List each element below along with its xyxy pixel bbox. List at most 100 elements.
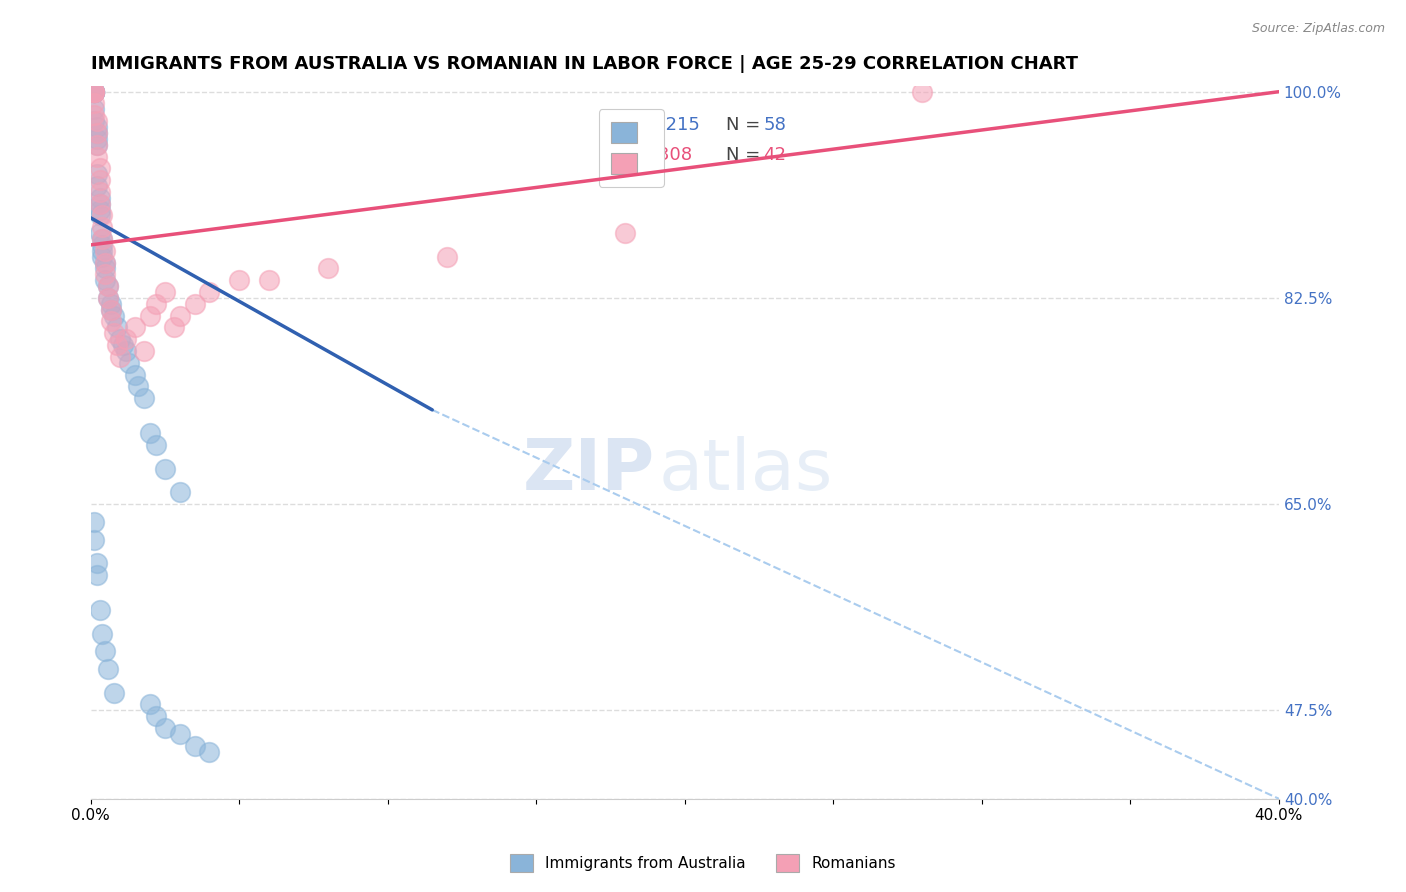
Point [91, 220, 114, 235]
Point [100, 314, 122, 328]
Text: 58: 58 [763, 116, 786, 134]
Point [83, 85, 105, 99]
Point [118, 356, 141, 370]
Text: atlas: atlas [658, 436, 832, 505]
Point [139, 309, 162, 323]
Point [86, 120, 108, 134]
Point [86, 126, 108, 140]
Point [86, 126, 108, 140]
Point [97, 279, 120, 293]
Point [83, 85, 105, 99]
Point [132, 391, 155, 405]
Point [89, 603, 111, 617]
Text: N =: N = [727, 146, 766, 164]
Point [145, 297, 167, 311]
Text: R =: R = [605, 116, 643, 134]
Point [86, 567, 108, 582]
Point [97, 662, 120, 676]
Point [110, 350, 132, 364]
Point [198, 745, 221, 759]
Text: IMMIGRANTS FROM AUSTRALIA VS ROMANIAN IN LABOR FORCE | AGE 25-29 CORRELATION CHA: IMMIGRANTS FROM AUSTRALIA VS ROMANIAN IN… [90, 55, 1077, 73]
Point [89, 209, 111, 223]
Point [94, 255, 117, 269]
Point [91, 250, 114, 264]
Point [124, 320, 146, 334]
Point [132, 343, 155, 358]
Point [83, 108, 105, 122]
Point [83, 85, 105, 99]
Point [86, 137, 108, 152]
Point [257, 273, 280, 287]
Point [94, 244, 117, 258]
Point [86, 137, 108, 152]
Point [183, 739, 205, 753]
Point [86, 178, 108, 193]
Point [89, 185, 111, 199]
Point [89, 191, 111, 205]
Point [100, 297, 122, 311]
Point [83, 85, 105, 99]
Point [86, 114, 108, 128]
Point [103, 326, 125, 341]
Point [86, 556, 108, 570]
Point [105, 320, 128, 334]
Point [83, 85, 105, 99]
Point [94, 261, 117, 276]
Point [97, 279, 120, 293]
Point [127, 379, 149, 393]
Point [115, 332, 138, 346]
Point [100, 302, 122, 317]
Point [83, 114, 105, 128]
Point [91, 232, 114, 246]
Text: R =: R = [605, 146, 643, 164]
Point [139, 426, 162, 441]
Point [100, 302, 122, 317]
Point [83, 85, 105, 99]
Point [97, 291, 120, 305]
Point [614, 226, 637, 240]
Point [83, 533, 105, 547]
Point [91, 627, 114, 641]
Point [911, 85, 934, 99]
Point [86, 167, 108, 181]
Point [83, 515, 105, 529]
Text: -0.215: -0.215 [643, 116, 700, 134]
Point [169, 309, 191, 323]
Point [86, 149, 108, 163]
Point [139, 698, 162, 712]
Point [228, 273, 250, 287]
Point [83, 85, 105, 99]
Text: Source: ZipAtlas.com: Source: ZipAtlas.com [1251, 22, 1385, 36]
Point [124, 368, 146, 382]
Point [91, 232, 114, 246]
Point [169, 485, 191, 500]
Text: N =: N = [727, 116, 766, 134]
Point [94, 273, 117, 287]
Point [94, 255, 117, 269]
Point [153, 462, 176, 476]
Point [89, 161, 111, 176]
Point [183, 297, 205, 311]
Point [105, 338, 128, 352]
Text: ZIP: ZIP [523, 436, 655, 505]
Point [169, 727, 191, 741]
Point [86, 132, 108, 146]
Point [94, 268, 117, 282]
Point [97, 291, 120, 305]
Point [83, 85, 105, 99]
Point [89, 202, 111, 217]
Point [316, 261, 339, 276]
Point [145, 709, 167, 723]
Point [89, 196, 111, 211]
Point [110, 332, 132, 346]
Point [89, 173, 111, 187]
Point [198, 285, 221, 299]
Point [91, 244, 114, 258]
Point [91, 238, 114, 252]
Point [89, 226, 111, 240]
Point [94, 644, 117, 658]
Point [436, 250, 458, 264]
Point [112, 338, 135, 352]
Point [153, 721, 176, 735]
Point [145, 438, 167, 452]
